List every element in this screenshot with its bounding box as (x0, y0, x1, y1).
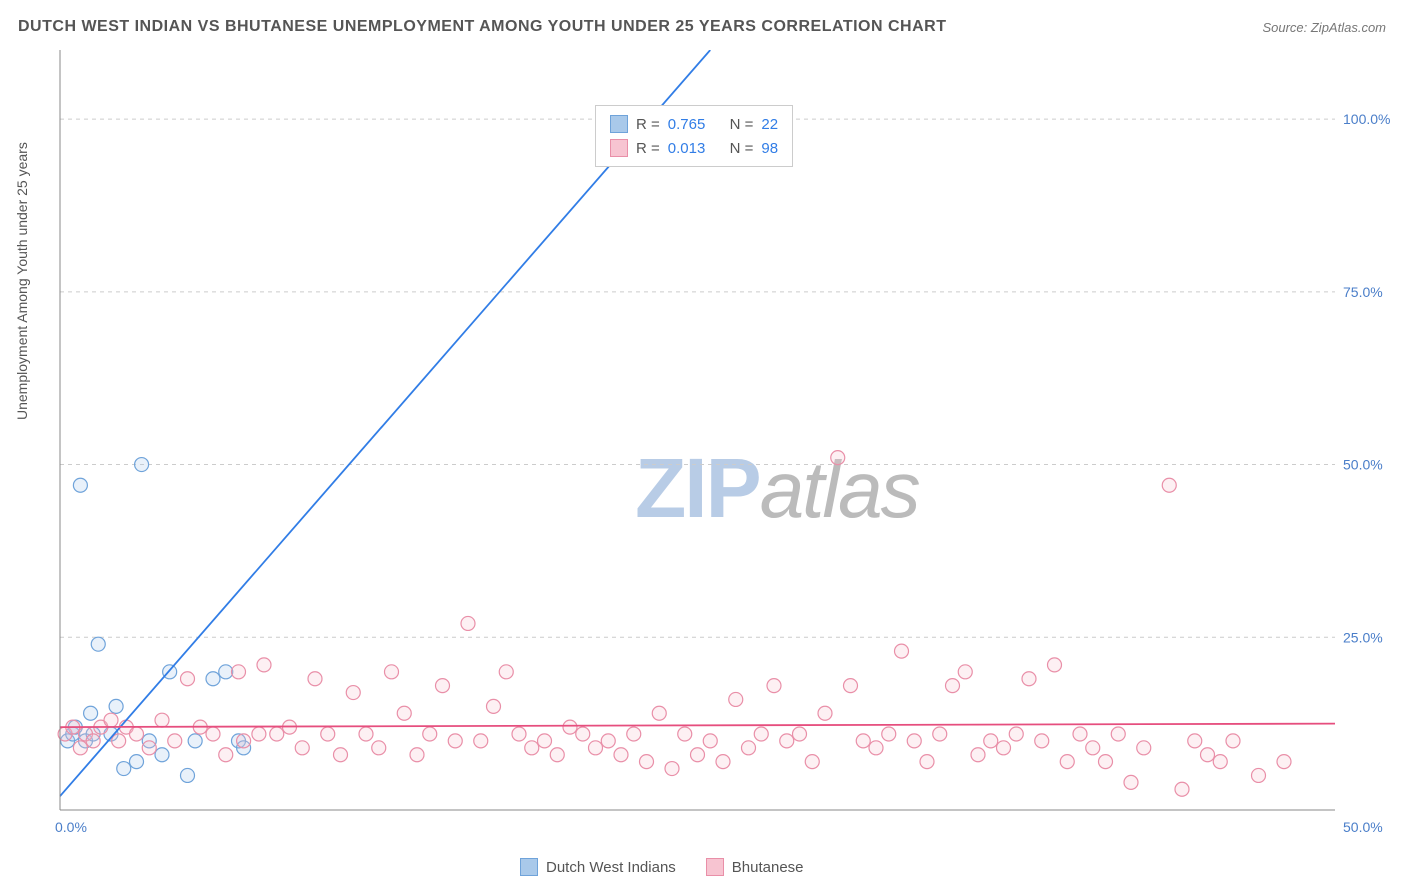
swatch-dutch (610, 115, 628, 133)
svg-text:100.0%: 100.0% (1343, 111, 1390, 127)
n-value-dutch: 22 (761, 116, 778, 133)
legend-item-bhutanese: Bhutanese (706, 858, 804, 876)
r-value-dutch: 0.765 (668, 116, 706, 133)
legend-row-dutch: R = 0.765 N = 22 (610, 112, 778, 136)
chart-area: ZIPatlas 25.0%50.0%75.0%100.0% 0.0%50.0%… (55, 50, 1395, 840)
n-label: N = (730, 140, 754, 157)
legend-item-dutch: Dutch West Indians (520, 858, 676, 876)
r-value-bhutanese: 0.013 (668, 140, 706, 157)
source-text: Source: ZipAtlas.com (1262, 20, 1386, 35)
series-legend: Dutch West Indians Bhutanese (520, 858, 804, 876)
swatch-bhutanese (610, 139, 628, 157)
svg-text:75.0%: 75.0% (1343, 284, 1383, 300)
correlation-legend: R = 0.765 N = 22 R = 0.013 N = 98 (595, 105, 793, 167)
r-label: R = (636, 116, 660, 133)
scatter-plot: 25.0% 50.0% 75.0% 100.0% 0.0% 50.0% (55, 50, 1395, 840)
svg-text:50.0%: 50.0% (1343, 457, 1383, 473)
legend-label-bhutanese: Bhutanese (732, 859, 804, 876)
swatch-bhutanese-icon (706, 858, 724, 876)
svg-text:50.0%: 50.0% (1343, 819, 1383, 835)
r-label: R = (636, 140, 660, 157)
n-value-bhutanese: 98 (761, 140, 778, 157)
n-label: N = (730, 116, 754, 133)
svg-text:25.0%: 25.0% (1343, 629, 1383, 645)
legend-row-bhutanese: R = 0.013 N = 98 (610, 136, 778, 160)
y-axis-label: Unemployment Among Youth under 25 years (14, 142, 30, 420)
swatch-dutch-icon (520, 858, 538, 876)
legend-label-dutch: Dutch West Indians (546, 859, 676, 876)
chart-title: DUTCH WEST INDIAN VS BHUTANESE UNEMPLOYM… (18, 18, 946, 36)
svg-text:0.0%: 0.0% (55, 819, 87, 835)
